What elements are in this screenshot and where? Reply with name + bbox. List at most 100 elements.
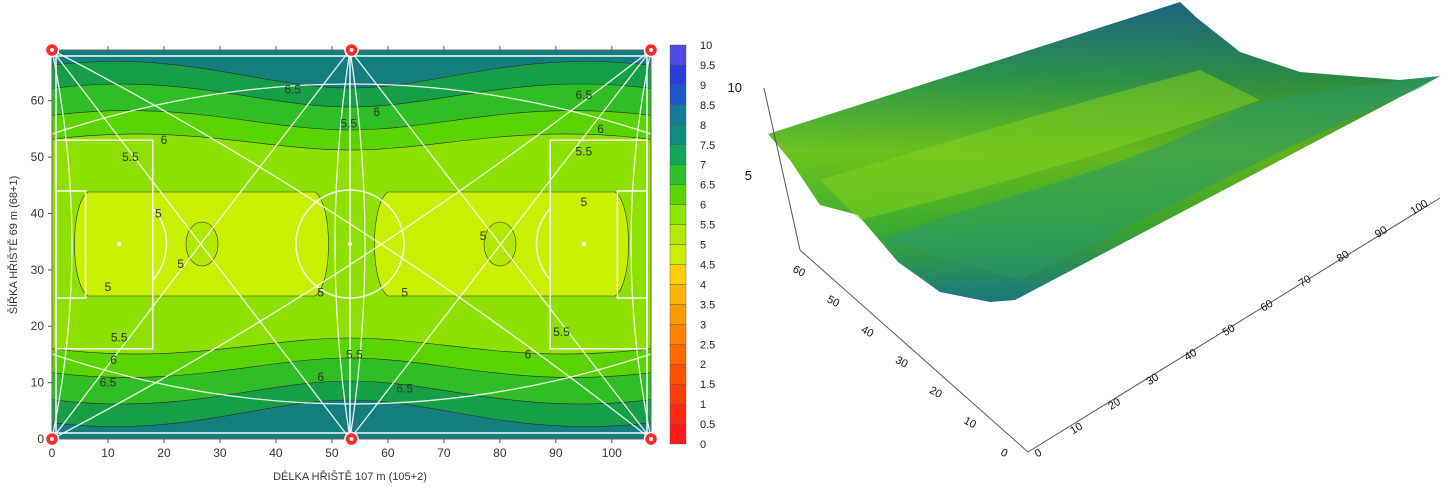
contour-label: 6.5 — [575, 88, 592, 102]
colorbar-swatch — [669, 164, 687, 185]
x-tick-label-3d: 90 — [1373, 224, 1390, 241]
y-tick-label-3d: 10 — [962, 415, 978, 431]
y-tick-label-3d: 40 — [859, 324, 875, 340]
x-tick-label: 90 — [549, 446, 563, 460]
y-tick-label: 40 — [31, 206, 45, 220]
colorbar-label: 4 — [700, 279, 706, 291]
colorbar-label: 6.5 — [700, 180, 715, 192]
centre-circle — [295, 189, 405, 299]
contour-label: 5.5 — [553, 325, 570, 339]
light-aim-arc — [52, 50, 73, 439]
light-aim-arc — [52, 50, 651, 439]
x-tick-label: 80 — [493, 446, 507, 460]
y-tick-label: 20 — [31, 319, 45, 333]
contour-label: 5.5 — [111, 331, 128, 345]
colorbar-swatch — [669, 224, 687, 245]
colorbar-label: 1.5 — [700, 379, 715, 391]
colorbar-label: 3.5 — [700, 299, 715, 311]
colorbar-swatch — [669, 264, 687, 285]
colorbar-label: 5 — [700, 240, 706, 252]
contour-label: 6.5 — [396, 381, 413, 395]
contour-label: 5 — [177, 257, 184, 271]
x-tick-label-3d: 10 — [1068, 421, 1085, 438]
x-tick-label-3d: 60 — [1259, 298, 1276, 315]
x-axis-title: DÉLKA HŘIŠTĚ 107 m (105+2) — [273, 470, 427, 483]
contour-label: 5.5 — [122, 150, 139, 164]
colorbar-swatch — [669, 284, 687, 305]
y-tick-label-3d: 50 — [825, 294, 841, 310]
colorbar-swatch — [669, 403, 687, 425]
y-axis-ticks: 0 10 20 30 40 50 60 — [31, 94, 52, 446]
y-tick-label: 10 — [31, 376, 45, 390]
light-pole-markers — [44, 42, 659, 447]
colorbar-swatch — [669, 144, 687, 165]
light-aim-arc — [349, 50, 651, 439]
colorbar-swatch — [669, 44, 687, 66]
x-tick-label: 30 — [213, 446, 227, 460]
light-aim-arc — [630, 50, 651, 439]
light-pole-marker — [44, 431, 60, 447]
contour-heatmap-panel: 5 5 5 5 5 5 5 5.5 5.5 5.5 5.5 5.5 5.5 6 6 6 6 6 6 6.5 6.5 6.5… — [7, 40, 715, 483]
x-tick-label: 70 — [437, 446, 451, 460]
band-5-left-island — [185, 221, 219, 267]
contour-label: 6 — [373, 105, 380, 119]
x-tick-label-3d: 40 — [1182, 347, 1199, 364]
contour-label: 5 — [580, 195, 587, 209]
colorbar-label: 5.5 — [700, 220, 715, 232]
x-axis-ticks: 0 10 20 30 40 50 60 70 80 90 100 — [49, 46, 622, 460]
penalty-spot-right — [581, 242, 586, 246]
contour-label: 6 — [317, 370, 324, 384]
colorbar-swatch — [669, 64, 687, 86]
light-pole-marker — [44, 42, 60, 58]
surface-highlight — [820, 70, 1260, 220]
light-pole-marker — [344, 42, 359, 58]
x-tick-label: 10 — [101, 446, 115, 460]
y-tick-label: 60 — [31, 94, 45, 108]
contour-label: 5.5 — [346, 347, 363, 361]
x-tick-label-3d: 0 — [1033, 447, 1045, 460]
colorbar-label: 10 — [700, 40, 712, 52]
light-aim-arc — [52, 83, 651, 135]
colorbar-swatch — [669, 344, 687, 365]
penalty-spot-left — [117, 242, 122, 246]
x-tick-label-3d: 20 — [1106, 396, 1123, 413]
z-axis-line — [763, 87, 801, 251]
contour-label: 6.5 — [100, 376, 117, 390]
colorbar-swatch — [669, 383, 687, 405]
y-tick-label-3d: 30 — [893, 354, 909, 370]
light-aim-arc — [52, 353, 651, 405]
x-tick-label: 20 — [157, 446, 171, 460]
y-axis-title: ŠÍŘKA HŘIŠTĚ 69 m (68+1) — [7, 176, 20, 314]
x-tick-label: 0 — [49, 446, 56, 460]
y-tick-label-3d: 0 — [998, 447, 1009, 460]
x-tick-label-3d: 80 — [1335, 249, 1352, 266]
x-axis-line-3d — [1027, 197, 1441, 453]
y-tick-label: 0 — [37, 432, 44, 446]
centre-spot — [348, 242, 352, 246]
x-tick-label-3d: 30 — [1144, 371, 1161, 388]
colorbar-label: 7 — [700, 160, 706, 172]
colorbar-label: 2 — [700, 359, 706, 371]
contour-label: 6 — [161, 133, 168, 147]
contour-label: 5 — [401, 285, 408, 299]
x-tick-label-3d: 70 — [1297, 273, 1314, 290]
light-pole-marker — [643, 431, 659, 447]
x-tick-label: 60 — [381, 446, 395, 460]
colorbar-label: 8 — [700, 120, 706, 132]
y-tick-label-3d: 60 — [791, 263, 807, 279]
contour-label: 5 — [105, 280, 112, 294]
colorbar-label: 6 — [700, 200, 706, 212]
contour-label: 6 — [597, 122, 604, 136]
contour-label: 5.5 — [575, 144, 592, 158]
colorbar-label: 4.5 — [700, 259, 715, 271]
colorbar-label: 2.5 — [700, 339, 715, 351]
colorbar-label: 8.5 — [700, 100, 715, 112]
colorbar-swatch — [669, 184, 687, 205]
x-tick-label: 40 — [269, 446, 283, 460]
colorbar-label: 0.5 — [700, 419, 715, 431]
x-tick-label-3d: 50 — [1221, 322, 1238, 339]
x-tick-label: 50 — [325, 446, 339, 460]
contour-label: 6 — [524, 347, 531, 361]
z-tick-label: 10 — [728, 80, 742, 95]
